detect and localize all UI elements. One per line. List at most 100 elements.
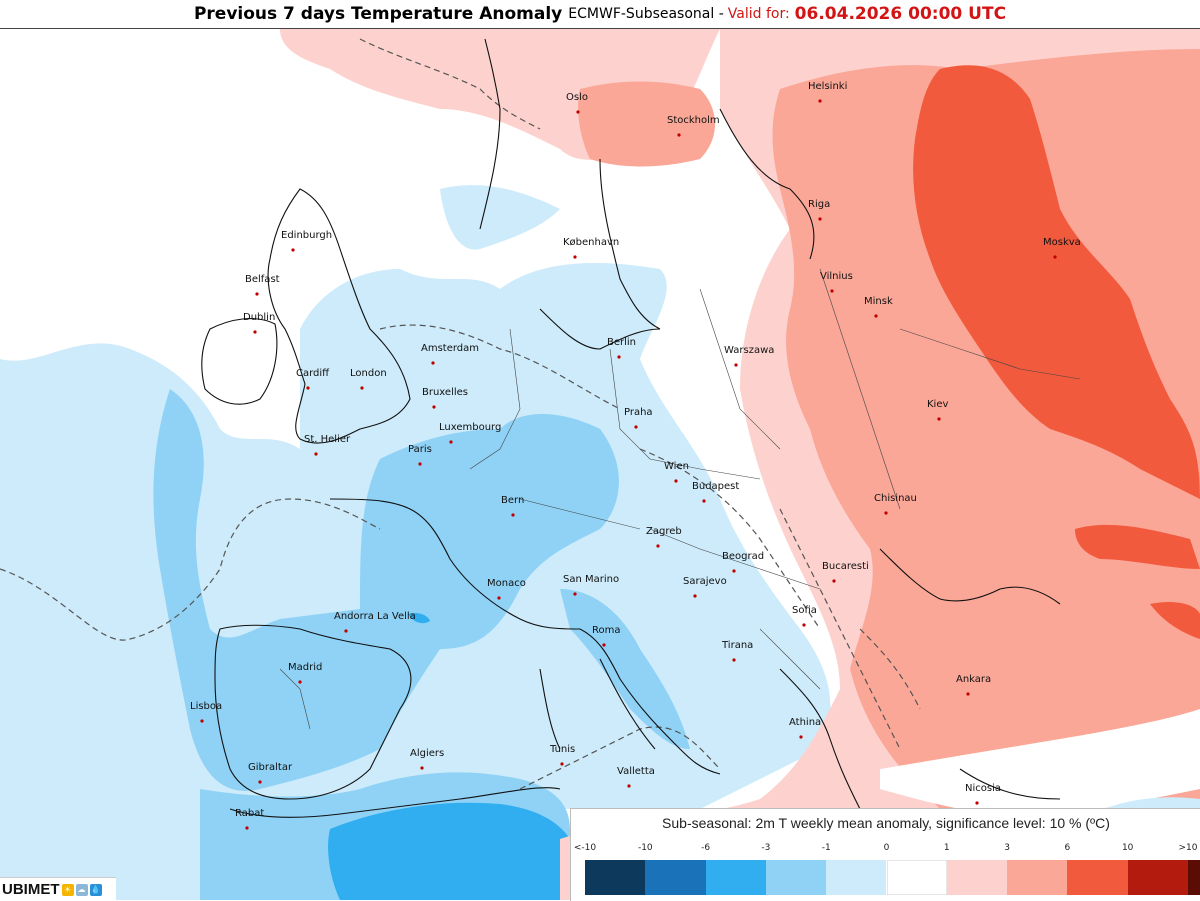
city-dot	[602, 643, 605, 646]
city-label: Oslo	[566, 92, 588, 103]
city-label: Moskva	[1043, 237, 1081, 248]
city-label: Nicosia	[965, 783, 1001, 794]
legend-color-swatch	[1128, 860, 1188, 895]
legend-color-swatch	[645, 860, 705, 895]
legend-tick-label: 10	[1122, 843, 1133, 853]
city-label: Madrid	[288, 662, 322, 673]
city-label: Stockholm	[667, 115, 720, 126]
city-dot	[360, 386, 363, 389]
city-label: Vilnius	[820, 271, 853, 282]
city-dot	[617, 355, 620, 358]
city-label: St. Helier	[304, 434, 351, 445]
city-label: Algiers	[410, 748, 444, 759]
city-dot	[830, 289, 833, 292]
city-label: Warszawa	[724, 345, 774, 356]
legend-color-swatch	[947, 860, 1007, 895]
legend-tick-label: 1	[944, 843, 950, 853]
legend-color-swatch	[1007, 860, 1067, 895]
city-label: Berlin	[607, 337, 636, 348]
city-label: Chisinau	[874, 493, 917, 504]
city-label: Gibraltar	[248, 762, 293, 773]
color-legend: Sub-seasonal: 2m T weekly mean anomaly, …	[570, 808, 1200, 901]
legend-tick-label: -6	[701, 843, 710, 853]
city-dot	[449, 440, 452, 443]
city-label: Amsterdam	[421, 343, 479, 354]
city-label: Helsinki	[808, 81, 847, 92]
city-label: Kiev	[927, 399, 948, 410]
city-dot	[200, 719, 203, 722]
city-dot	[884, 511, 887, 514]
city-dot	[693, 594, 696, 597]
city-label: Tirana	[721, 640, 753, 651]
legend-tick-label: 0	[884, 843, 890, 853]
city-label: Bruxelles	[422, 387, 468, 398]
legend-color-swatch	[766, 860, 826, 895]
city-label: Valletta	[617, 766, 655, 777]
city-dot	[802, 623, 805, 626]
valid-for-label: Valid for:	[728, 6, 790, 22]
city-label: Beograd	[722, 551, 764, 562]
city-label: Monaco	[487, 578, 526, 589]
city-label: Dublin	[243, 312, 275, 323]
city-dot	[677, 133, 680, 136]
anomaly-deep-blue-africa	[328, 803, 570, 900]
city-label: Cardiff	[296, 368, 330, 379]
legend-tick-label: >10	[1179, 843, 1198, 853]
city-dot	[799, 735, 802, 738]
city-dot	[420, 766, 423, 769]
legend-color-swatch	[1067, 860, 1127, 895]
city-label: Bucaresti	[822, 561, 869, 572]
city-dot	[432, 405, 435, 408]
city-dot	[966, 692, 969, 695]
city-dot	[627, 784, 630, 787]
city-label: Edinburgh	[281, 230, 332, 241]
legend-color-swatch	[1188, 860, 1200, 895]
logo-text: UBIMET	[2, 881, 60, 898]
legend-tick-label: -10	[638, 843, 653, 853]
legend-tick-label: 3	[1004, 843, 1010, 853]
city-dot	[702, 499, 705, 502]
ubimet-logo: UBIMET ☀ ☁ 💧	[0, 877, 116, 901]
city-label: London	[350, 368, 387, 379]
city-label: Zagreb	[646, 526, 682, 537]
city-label: Sofia	[792, 605, 817, 616]
city-label: Roma	[592, 625, 621, 636]
city-label: Luxembourg	[439, 422, 501, 433]
city-dot	[818, 99, 821, 102]
city-label: San Marino	[563, 574, 619, 585]
city-label: Bern	[501, 495, 524, 506]
legend-tick-label: <-10	[574, 843, 596, 853]
city-dot	[298, 680, 301, 683]
city-dot	[306, 386, 309, 389]
city-dot	[255, 292, 258, 295]
city-dot	[431, 361, 434, 364]
city-dot	[511, 513, 514, 516]
city-dot	[656, 544, 659, 547]
legend-title: Sub-seasonal: 2m T weekly mean anomaly, …	[571, 815, 1200, 831]
city-label: Wien	[664, 461, 689, 472]
city-label: Paris	[408, 444, 432, 455]
legend-color-swatch	[826, 860, 886, 895]
city-dot	[344, 629, 347, 632]
legend-tick-label: 6	[1065, 843, 1071, 853]
legend-color-swatch	[585, 860, 645, 895]
city-dot	[253, 330, 256, 333]
city-dot	[573, 592, 576, 595]
city-dot	[560, 762, 563, 765]
city-label: Tunis	[549, 744, 575, 755]
valid-date: 06.04.2026 00:00 UTC	[795, 4, 1006, 24]
city-dot	[497, 596, 500, 599]
anomaly-map: OsloStockholmHelsinkiEdinburghRigaKøbenh…	[0, 29, 1200, 900]
city-dot	[818, 217, 821, 220]
legend-tick-label: -3	[761, 843, 770, 853]
city-dot	[634, 425, 637, 428]
sun-icon: ☀	[62, 884, 74, 896]
model-label: ECMWF-Subseasonal -	[568, 6, 723, 22]
city-label: Andorra La Vella	[334, 611, 416, 622]
rain-drop-icon: 💧	[90, 884, 102, 896]
city-dot	[832, 579, 835, 582]
legend-color-swatch	[706, 860, 766, 895]
city-label: Sarajevo	[683, 576, 727, 587]
city-dot	[732, 569, 735, 572]
legend-color-swatch	[887, 860, 947, 895]
